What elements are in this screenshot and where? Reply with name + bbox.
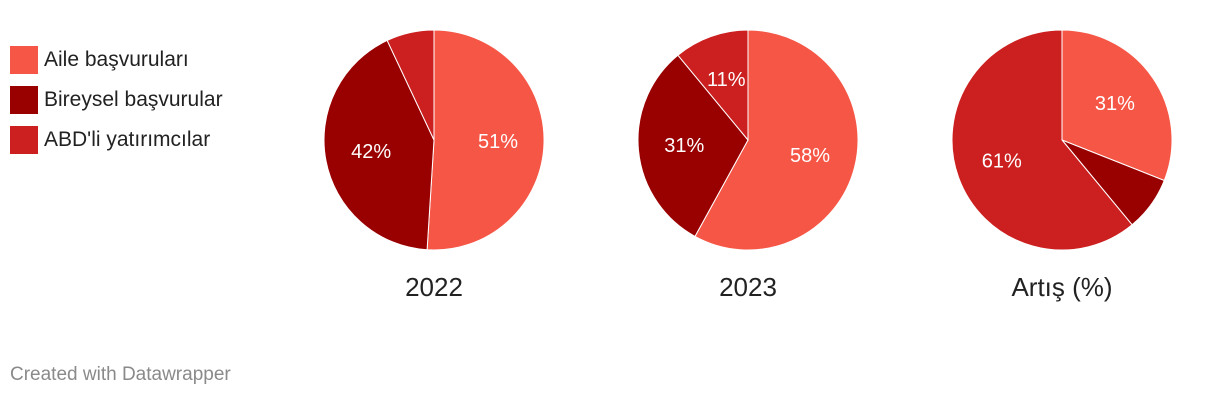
pie-slice xyxy=(677,29,749,142)
pie-value-label: 61% xyxy=(982,151,1022,173)
pie-chart-2: 31% 61% Artış (%) xyxy=(951,29,1173,302)
legend-item-abd: ABD'li yatırımcılar xyxy=(10,120,223,160)
chart-legend: Aile başvuruları Bireysel başvurular ABD… xyxy=(10,40,223,160)
pie-slice xyxy=(426,29,545,251)
legend-swatch xyxy=(10,46,38,74)
pie-slice xyxy=(1061,29,1173,182)
legend-swatch xyxy=(10,126,38,154)
legend-label: Bireysel başvurular xyxy=(44,88,223,111)
pie-slice xyxy=(951,29,1133,251)
pie-slice xyxy=(386,29,435,141)
pie-slice xyxy=(694,29,859,251)
legend-item-bireysel: Bireysel başvurular xyxy=(10,80,223,120)
pie-title: 2022 xyxy=(405,272,463,302)
legend-label: ABD'li yatırımcılar xyxy=(44,128,211,151)
pie-value-label: 42% xyxy=(351,141,391,163)
pie-value-label: 31% xyxy=(1095,93,1135,115)
pie-title: 2023 xyxy=(719,272,777,302)
pie-value-label: 58% xyxy=(790,145,830,167)
pie-slice xyxy=(637,54,749,238)
pie-chart-1: 58% 31% 11% 2023 xyxy=(637,29,859,302)
legend-item-aile: Aile başvuruları xyxy=(10,40,223,80)
pie-value-label: 31% xyxy=(664,135,704,157)
pie-slice xyxy=(323,39,435,251)
legend-label: Aile başvuruları xyxy=(44,48,189,71)
pie-chart-0: 51% 42% 2022 xyxy=(323,29,545,302)
pie-value-label: 11% xyxy=(707,69,746,91)
pie-title: Artış (%) xyxy=(1011,272,1112,302)
footer-credit: Created with Datawrapper xyxy=(10,364,231,385)
pie-value-label: 51% xyxy=(478,131,518,153)
legend-swatch xyxy=(10,86,38,114)
pie-charts: 51% 42% 2022 58% 31% 11% 2023 31% 61% Artış (%) xyxy=(323,29,1173,302)
